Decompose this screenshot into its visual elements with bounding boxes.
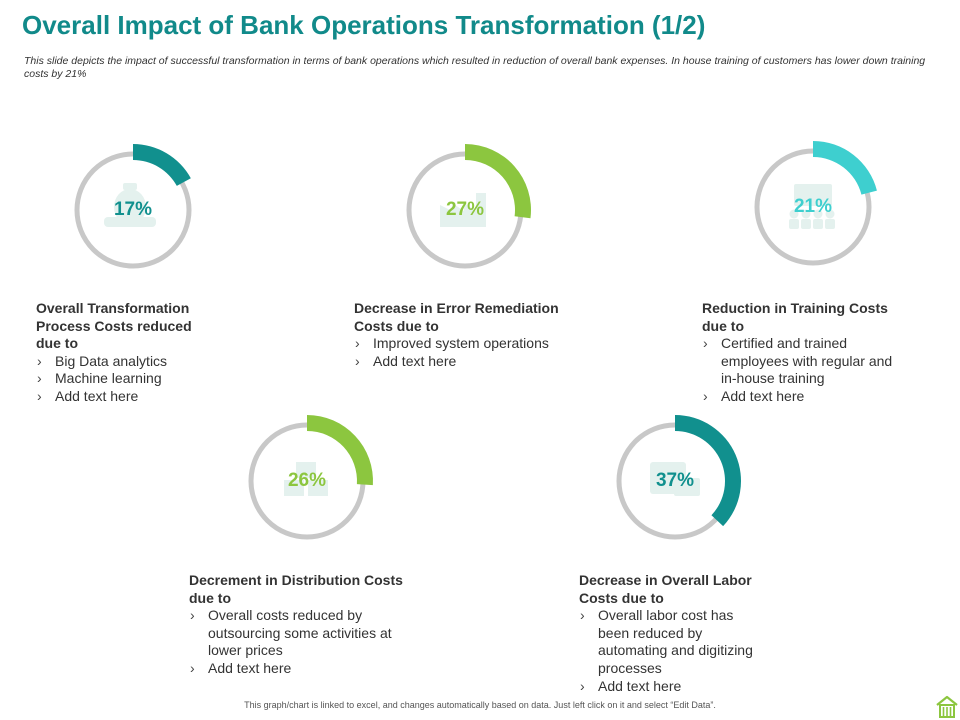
bullet-item: Machine learning bbox=[36, 370, 256, 388]
bullet-text-line: Add text here bbox=[208, 659, 292, 676]
training-presentation-icon bbox=[789, 184, 835, 229]
donut-chart-5: 37% bbox=[610, 415, 741, 546]
donut-value-segment bbox=[813, 141, 877, 195]
bullet-text-line: Add text here bbox=[55, 387, 139, 404]
donut-value-label: 27% bbox=[445, 199, 485, 220]
block-heading: Reduction in Training Costs due to bbox=[702, 300, 932, 335]
block-bullet-list: Improved system operationsAdd text here bbox=[354, 335, 604, 370]
block-heading: Overall Transformation Process Costs redu… bbox=[36, 300, 256, 353]
bullet-text-line: Certified and trained bbox=[721, 335, 848, 352]
bullet-item: Add text here bbox=[579, 678, 799, 696]
bullet-text-line: Improved system operations bbox=[373, 335, 549, 352]
bullet-text-line: Add text here bbox=[373, 352, 457, 369]
block-heading-line: Process Costs reduced bbox=[36, 317, 192, 334]
block-heading: Decrement in Distribution Costs due to bbox=[189, 572, 439, 607]
block-heading-line: due to bbox=[36, 335, 78, 352]
bullet-item: Add text here bbox=[354, 353, 604, 371]
donut-chart-1: 17% bbox=[68, 144, 198, 275]
bullet-text-line: automating and digitizing bbox=[598, 642, 753, 659]
impact-block-2: Decrease in Error Remediation Costs due t… bbox=[354, 300, 604, 370]
bullet-text-line: in-house training bbox=[721, 370, 825, 387]
donut-value-label: 37% bbox=[655, 470, 695, 491]
page-subtitle: This slide depicts the impact of success… bbox=[24, 55, 926, 80]
donut-chart-3: 21% bbox=[748, 141, 878, 272]
donut-chart-4: 26% bbox=[242, 415, 373, 546]
bullet-item: Add text here bbox=[702, 388, 932, 406]
donut-value-segment bbox=[465, 144, 531, 219]
bullet-item: Improved system operations bbox=[354, 335, 604, 353]
bullet-text-line: Add text here bbox=[721, 387, 805, 404]
block-heading-line: Costs due to bbox=[579, 589, 664, 606]
block-heading: Decrease in Overall Labor Costs due to bbox=[579, 572, 799, 607]
donut-value-segment bbox=[133, 144, 191, 186]
block-heading-line: due to bbox=[702, 317, 744, 334]
bullet-text-line: lower prices bbox=[208, 642, 283, 659]
footer-note: This graph/chart is linked to excel, and… bbox=[244, 700, 716, 710]
donut-svg bbox=[248, 415, 373, 540]
block-heading-line: Costs due to bbox=[354, 317, 439, 334]
donut-svg bbox=[406, 144, 531, 269]
bullet-text-line: Machine learning bbox=[55, 370, 162, 387]
donut-chart-2: 27% bbox=[400, 144, 531, 275]
donut-value-label: 21% bbox=[793, 196, 833, 217]
bullet-item: Add text here bbox=[36, 388, 256, 406]
block-heading: Decrease in Error Remediation Costs due t… bbox=[354, 300, 604, 335]
bullet-text-line: Overall labor cost has bbox=[598, 607, 734, 624]
donut-value-segment bbox=[307, 415, 373, 486]
factory-icon bbox=[440, 193, 486, 227]
bullet-text-line: Overall costs reduced by bbox=[208, 607, 363, 624]
block-heading-line: Decrement in Distribution Costs bbox=[189, 572, 403, 588]
bullet-item: Big Data analytics bbox=[36, 353, 256, 371]
calendar-envelope-icon bbox=[650, 462, 700, 496]
bullet-text-line: Add text here bbox=[598, 677, 682, 694]
page-title: Overall Impact of Bank Operations Transf… bbox=[22, 10, 706, 40]
donut-svg bbox=[74, 144, 192, 269]
block-heading-line: Decrease in Overall Labor bbox=[579, 572, 752, 588]
donut-svg bbox=[616, 415, 741, 540]
bullet-text-line: outsourcing some activities at bbox=[208, 624, 392, 641]
money-bag-hand-icon bbox=[104, 183, 156, 227]
block-heading-line: Reduction in Training Costs bbox=[702, 300, 888, 316]
donut-value-segment bbox=[675, 415, 741, 527]
bullet-item: Add text here bbox=[189, 660, 439, 678]
bullet-text-line: processes bbox=[598, 659, 662, 676]
bullet-text-line: been reduced by bbox=[598, 624, 703, 641]
donut-value-label: 17% bbox=[113, 199, 153, 220]
bullet-text-line: employees with regular and bbox=[721, 352, 893, 369]
block-heading-line: Overall Transformation bbox=[36, 300, 190, 316]
impact-block-1: Overall Transformation Process Costs redu… bbox=[36, 300, 256, 406]
block-heading-line: Decrease in Error Remediation bbox=[354, 300, 559, 316]
block-bullet-list: Big Data analyticsMachine learningAdd te… bbox=[36, 353, 256, 406]
boxes-icon bbox=[284, 462, 328, 496]
home-icon[interactable] bbox=[934, 694, 960, 720]
bullet-text-line: Big Data analytics bbox=[55, 352, 168, 369]
block-heading-line: due to bbox=[189, 589, 231, 606]
donut-value-label: 26% bbox=[287, 470, 327, 491]
donut-svg bbox=[754, 141, 877, 266]
